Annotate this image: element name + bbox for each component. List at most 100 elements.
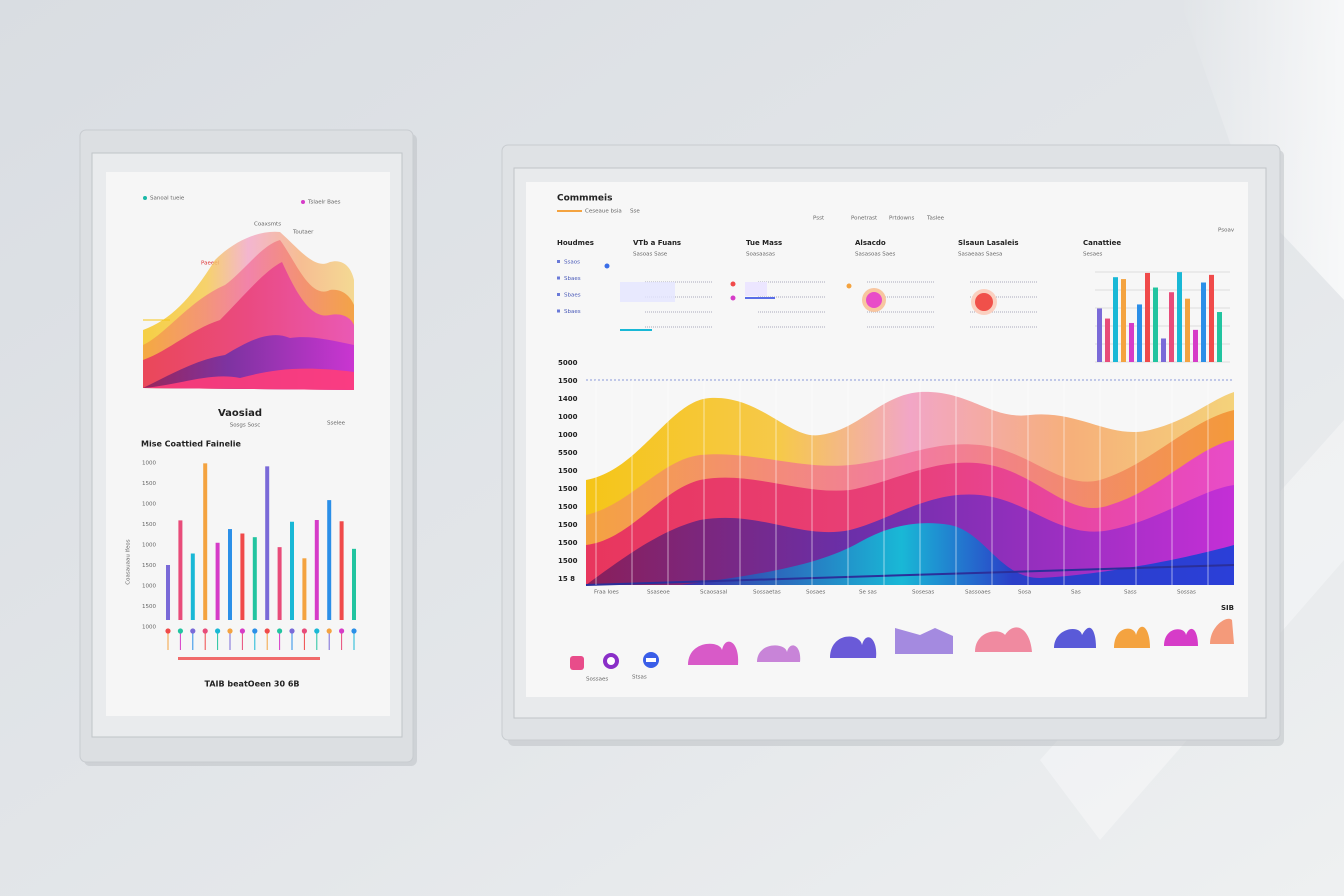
bar bbox=[1209, 274, 1214, 362]
bar bbox=[1153, 287, 1158, 362]
bar bbox=[190, 553, 195, 620]
bar bbox=[1201, 282, 1206, 362]
bar bbox=[277, 547, 282, 620]
x-label: Sosaes bbox=[806, 590, 825, 596]
section-item: Sbaes bbox=[564, 309, 581, 315]
y-label: 5500 bbox=[558, 449, 578, 457]
dot bbox=[227, 628, 233, 634]
y-label: 1000 bbox=[142, 625, 156, 631]
icon-row bbox=[570, 618, 1234, 670]
bar bbox=[352, 548, 356, 620]
y-label: 1500 bbox=[142, 481, 156, 487]
y-label: 1500 bbox=[142, 604, 156, 610]
caption: Sselee bbox=[327, 421, 346, 427]
dot bbox=[314, 628, 320, 634]
subheader: Sse bbox=[630, 209, 640, 215]
y-label: 1000 bbox=[558, 431, 578, 439]
bar bbox=[166, 565, 170, 620]
dot bbox=[215, 628, 221, 634]
left-footer: TAIB beatOeen 30 6B bbox=[205, 680, 300, 689]
y-label: 1500 bbox=[558, 377, 578, 385]
x-label: Sossaetas bbox=[753, 590, 781, 596]
x-label: Scaosasal bbox=[700, 590, 728, 596]
section-title: Slsaun Lasaleis bbox=[958, 239, 1019, 247]
sections: Houdmes Ssaos Sbaes Sbaes Sbaes VTb a Fuans Sa… bbox=[557, 239, 1121, 328]
y-label: 1500 bbox=[558, 485, 578, 493]
section-subtitle: Sasoas Sase bbox=[633, 252, 668, 258]
bar bbox=[1129, 322, 1134, 362]
legend-label: Tslaelr Baes bbox=[307, 200, 341, 206]
section-item: Ssaos bbox=[564, 260, 580, 266]
peak-label: Toutaer bbox=[292, 230, 314, 236]
dot bbox=[165, 628, 171, 634]
stream-chart bbox=[585, 379, 1235, 586]
section-widgets bbox=[604, 263, 997, 331]
y-label: 1500 bbox=[558, 557, 578, 565]
legend-dot bbox=[143, 196, 147, 200]
badge: SIB bbox=[1221, 604, 1234, 612]
bar bbox=[1113, 277, 1118, 362]
legend-label: Sanoal tueie bbox=[150, 196, 185, 202]
bar bbox=[1121, 279, 1126, 362]
y-label: 1400 bbox=[558, 395, 578, 403]
bar bbox=[265, 466, 270, 620]
x-label: Sosesas bbox=[912, 590, 934, 596]
item-icon bbox=[557, 260, 560, 263]
nav: Psst Ponetrast Prtdowns Taslee bbox=[813, 216, 945, 222]
nav-item: Psst bbox=[813, 216, 825, 222]
left-bar-chart: 1000 1500 1000 1500 1000 1500 1000 1500 1000 bbox=[142, 461, 357, 660]
bar bbox=[1217, 312, 1222, 362]
x-label: Sass bbox=[1124, 590, 1137, 596]
bar bbox=[1137, 304, 1142, 362]
left-title: Vaosiad bbox=[218, 408, 262, 419]
section-item: Sbaes bbox=[564, 276, 581, 282]
section-subtitle: Sasasoas Saes bbox=[855, 252, 896, 258]
section-subtitle: Sesaes bbox=[1083, 252, 1102, 258]
dot bbox=[351, 628, 357, 634]
section-subtitle: Soasaasas bbox=[746, 252, 775, 258]
x-label: Fraa Ioes bbox=[594, 590, 619, 596]
section-title: Tue Mass bbox=[746, 239, 782, 247]
dot bbox=[239, 628, 245, 634]
x-label: Se sas bbox=[859, 590, 877, 596]
y-label: 1000 bbox=[142, 502, 156, 508]
section-subtitle: Sasaeaas Saesa bbox=[958, 252, 1002, 258]
dot bbox=[277, 628, 283, 634]
side-label: Paeeel bbox=[201, 261, 220, 267]
top-bar-chart bbox=[1095, 271, 1230, 363]
dashboard-header: Commmeis bbox=[557, 194, 612, 204]
x-label: Sas bbox=[1071, 590, 1081, 596]
bar bbox=[1185, 298, 1190, 362]
y-label: 1500 bbox=[558, 503, 578, 511]
bar bbox=[215, 542, 220, 620]
axis-title: Coasauaau lfeos bbox=[126, 539, 132, 584]
item-icon bbox=[557, 293, 560, 296]
corner-label: Psoav bbox=[1218, 228, 1235, 234]
y-label: 15 8 bbox=[558, 575, 575, 583]
icon-label: Stsas bbox=[632, 675, 647, 681]
bar bbox=[252, 537, 257, 620]
section-title: Alsacdo bbox=[855, 239, 886, 247]
bar bbox=[228, 529, 232, 620]
bar bbox=[327, 500, 332, 620]
item-icon bbox=[557, 276, 560, 280]
bar bbox=[1169, 292, 1174, 362]
nav-item: Ponetrast bbox=[851, 216, 878, 222]
caption: Sosgs Sosc bbox=[230, 423, 261, 429]
y-label: 1500 bbox=[558, 467, 578, 475]
section-title: VTb a Fuans bbox=[633, 239, 681, 247]
subheader: Ceseaue bsia bbox=[585, 209, 622, 215]
y-label: 1500 bbox=[558, 521, 578, 529]
icon-label: Sossaes bbox=[586, 677, 608, 683]
section-title: Houdmes bbox=[557, 239, 594, 247]
baseline-strip bbox=[178, 657, 320, 660]
bar bbox=[240, 533, 245, 620]
dot bbox=[190, 628, 196, 634]
item-icon bbox=[557, 309, 560, 313]
bar bbox=[1177, 272, 1182, 362]
stream-axis: 5000 1500 1400 1000 1000 5500 1500 1500 1500 1500… bbox=[558, 359, 1196, 596]
bar bbox=[1097, 308, 1102, 362]
x-label: Sossas bbox=[1177, 590, 1196, 596]
bar bbox=[1193, 329, 1198, 362]
bar bbox=[314, 520, 319, 620]
